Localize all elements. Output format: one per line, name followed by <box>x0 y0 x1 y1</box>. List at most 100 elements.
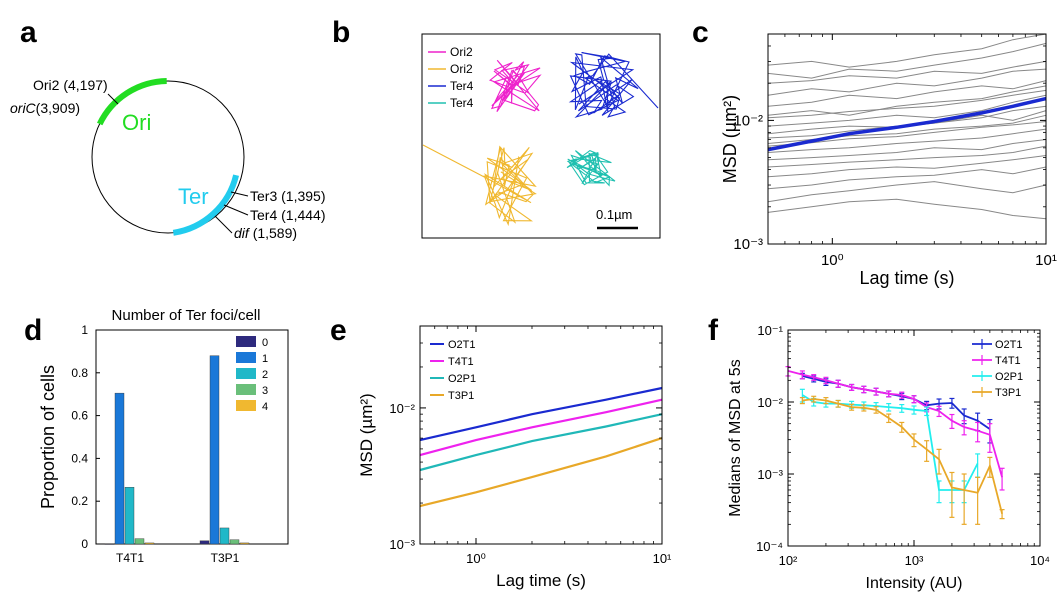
y-tick-label: 0.2 <box>71 494 88 508</box>
trace-line <box>767 33 1047 68</box>
panel-e: e 10⁰ 10¹ 10⁻³ 10⁻² Lag time (s) MSD (µm²) O2T… <box>330 314 672 590</box>
trajectory-tracks <box>422 52 659 227</box>
scale-bar-label: 0.1µm <box>596 207 632 222</box>
series-line <box>419 413 663 472</box>
y-axis-label: MSD (µm²) <box>357 393 376 476</box>
x-tick-label: 10² <box>779 553 798 568</box>
legend-label: Ori2 <box>450 45 473 59</box>
legend-label: 1 <box>262 353 268 365</box>
y-tick-label: 10⁻⁴ <box>756 539 783 554</box>
legend-swatch <box>236 336 256 347</box>
series-line <box>801 394 979 491</box>
panel-letter-c: c <box>692 16 709 49</box>
x-axis-label: Lag time (s) <box>496 571 586 590</box>
panel-f: f 10² 10³ 10⁴ 10⁻⁴ 10⁻³ 10⁻² 10⁻¹ Intensity (AU… <box>708 314 1050 592</box>
y-tick-label: 0.4 <box>71 451 88 465</box>
bar <box>144 542 155 545</box>
panel-b: b Ori2 Ori2 Ter4 Ter4 0.1µm <box>332 16 661 239</box>
locus-label-ori2: Ori2 (4,197) <box>33 77 108 93</box>
panel-d: d 0 0.2 0.4 0.6 0.8 1 T4T1 T3P1 Number of Ter fo… <box>24 307 289 565</box>
trajectory-frame <box>421 33 661 239</box>
legend-label: 3 <box>262 385 268 397</box>
trace-line <box>767 80 1047 107</box>
locus-label-dif: dif (1,589) <box>234 225 297 241</box>
trace-line <box>767 68 1047 96</box>
bar <box>229 539 240 545</box>
chart-title: Number of Ter foci/cell <box>112 307 261 324</box>
series-line <box>419 398 663 457</box>
y-tick-label: 10⁻³ <box>757 467 783 482</box>
msd-traces-chart: 10⁰ 10¹ 10⁻³ 10⁻² Lag time (s) MSD (µm²) <box>720 33 1057 288</box>
trace-line <box>767 89 1047 119</box>
track-ori2-magenta <box>488 59 542 113</box>
panel-letter-a: a <box>20 16 37 49</box>
trace-line <box>767 198 1047 220</box>
x-tick-label: 10⁴ <box>1030 553 1050 568</box>
panel-c: c 10⁰ 10¹ 10⁻³ 10⁻² Lag time (s) MSD (µm²) <box>692 16 1057 288</box>
legend-label: O2P1 <box>448 373 476 385</box>
trace-line <box>767 128 1047 153</box>
legend-swatch <box>236 368 256 379</box>
trace-line <box>767 145 1047 168</box>
bar <box>239 542 250 545</box>
x-tick-label: 10⁰ <box>821 252 844 269</box>
trace-line <box>767 110 1047 135</box>
bar <box>219 527 230 545</box>
x-axis-label: Lag time (s) <box>859 268 954 288</box>
legend-label: 2 <box>262 369 268 381</box>
panel-letter-b: b <box>332 16 350 49</box>
y-axis-label: Medians of MSD at 5s <box>727 359 744 516</box>
bar <box>134 538 145 545</box>
x-tick-label: T3P1 <box>211 551 240 565</box>
series-line <box>419 386 663 442</box>
locus-label-oric: oriC(3,909) <box>10 100 80 116</box>
y-tick-label: 10⁻³ <box>733 236 763 253</box>
x-axis-label: Intensity (AU) <box>866 575 963 592</box>
legend-label: 0 <box>262 337 268 349</box>
trajectory-legend: Ori2 Ori2 Ter4 Ter4 <box>428 45 474 110</box>
panel-a: a Ori Ter Ori2 (4,197) oriC(3,909) Ter3 … <box>10 16 325 241</box>
y-tick-label: 1 <box>81 323 88 337</box>
y-axis-label: Proportion of cells <box>38 365 58 509</box>
legend-label: 4 <box>262 401 268 413</box>
trace-line <box>767 60 1047 84</box>
ori-region-arc <box>96 78 167 126</box>
y-tick-label: 10⁻¹ <box>757 323 783 338</box>
plot-frame <box>95 329 289 545</box>
track-ori2-yellow <box>422 144 537 227</box>
y-tick-label: 10⁻² <box>389 401 415 416</box>
y-axis-label: MSD (µm²) <box>720 95 740 183</box>
locus-label-ter3: Ter3 (1,395) <box>250 188 325 204</box>
locus-tick-ori2 <box>107 93 119 105</box>
foci-bar-chart: 0 0.2 0.4 0.6 0.8 1 T4T1 T3P1 Number of Ter foci… <box>38 307 289 565</box>
locus-tick-ter4 <box>223 204 249 216</box>
trace-line <box>767 42 1047 79</box>
panel-letter-d: d <box>24 314 42 347</box>
locus-label-ter4: Ter4 (1,444) <box>250 207 325 223</box>
legend-label: Ter4 <box>450 79 474 93</box>
ter-region-arc <box>172 174 240 236</box>
locus-tick-dif <box>214 215 233 234</box>
legend-swatch <box>236 384 256 395</box>
legend-label: T4T1 <box>448 356 474 368</box>
trace-line <box>767 166 1047 190</box>
bar <box>114 392 125 545</box>
bar <box>104 543 115 545</box>
legend-label: T4T1 <box>995 355 1021 367</box>
legend-label: O2P1 <box>995 371 1023 383</box>
series-line <box>802 398 1003 515</box>
y-tick-label: 0 <box>81 537 88 551</box>
panel-letter-f: f <box>708 314 719 347</box>
trace-line <box>767 181 1047 203</box>
chromosome-circle <box>91 80 245 234</box>
bar <box>209 355 220 545</box>
trace-line <box>767 94 1047 127</box>
y-tick-label: 10⁻² <box>757 395 783 410</box>
plot-frame <box>767 33 1047 245</box>
plot-frame <box>419 325 663 545</box>
legend-label: O2T1 <box>448 339 476 351</box>
legend-label: T3P1 <box>448 390 474 402</box>
trace-line <box>767 155 1047 178</box>
x-tick-label: 10¹ <box>1035 252 1057 269</box>
